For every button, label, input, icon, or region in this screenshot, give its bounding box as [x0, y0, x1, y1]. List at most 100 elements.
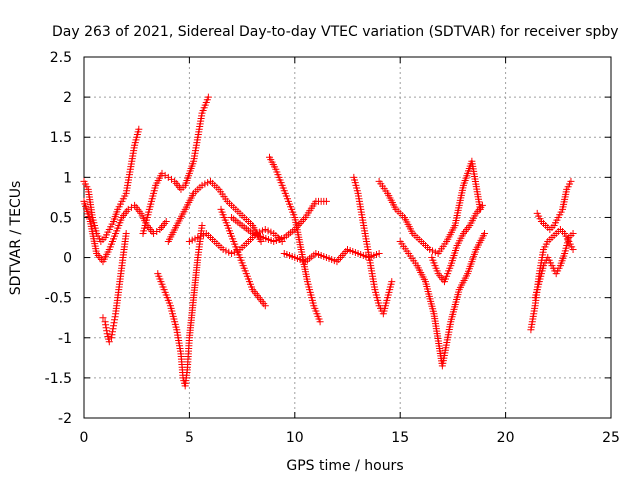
- chart-title: Day 263 of 2021, Sidereal Day-to-day VTE…: [52, 24, 619, 40]
- data-point: [99, 314, 107, 322]
- data-point-run: [234, 207, 246, 219]
- data-point-run: [230, 247, 241, 256]
- series-trace-f: [164, 177, 265, 246]
- y-tick-label: -0.5: [45, 291, 72, 307]
- x-tick-label: 20: [497, 430, 515, 446]
- data-point-run: [559, 188, 570, 211]
- data-point-run: [192, 183, 204, 195]
- data-point: [101, 318, 109, 326]
- data-point: [110, 322, 118, 330]
- data-point: [261, 302, 269, 310]
- data-point-run: [231, 240, 243, 259]
- data-point-run: [123, 168, 134, 195]
- data-point-run: [110, 313, 119, 327]
- data-point-run: [377, 304, 386, 315]
- data-point-run: [380, 296, 391, 315]
- data-point: [322, 197, 330, 205]
- y-tick-label: 2: [63, 90, 72, 106]
- data-point-run: [106, 232, 119, 251]
- data-point-run: [355, 192, 366, 219]
- data-point-run: [81, 180, 91, 191]
- data-point: [567, 177, 575, 185]
- data-point-run: [367, 251, 380, 261]
- data-point-run: [303, 200, 318, 219]
- series-trace-c: [99, 229, 130, 346]
- x-tick-label: 25: [602, 430, 620, 446]
- data-point-run: [303, 251, 318, 264]
- data-point: [135, 125, 143, 133]
- data-point: [569, 229, 577, 237]
- data-point-run: [161, 288, 173, 307]
- data-point-run: [473, 232, 487, 251]
- data-point: [107, 334, 115, 342]
- data-point-run: [536, 264, 547, 283]
- data-point-run: [541, 240, 550, 251]
- data-point-run: [556, 208, 565, 219]
- data-point-run: [535, 212, 544, 223]
- data-point-run: [394, 207, 406, 219]
- grid-lines: [83, 56, 612, 419]
- x-tick-label: 0: [80, 430, 89, 446]
- data-point-run: [367, 264, 378, 291]
- data-point-run: [230, 215, 244, 228]
- data-point: [198, 221, 206, 229]
- data-point: [257, 238, 265, 246]
- data-point-run: [238, 240, 250, 252]
- y-tick-label: 1.5: [50, 130, 72, 146]
- data-point-run: [414, 264, 428, 283]
- data-point-run: [456, 272, 470, 291]
- data-point-run: [422, 280, 437, 315]
- data-point-run: [527, 304, 539, 331]
- data-point-run: [402, 216, 416, 235]
- data-point: [569, 246, 577, 254]
- data-point-run: [197, 231, 207, 240]
- data-point-run: [557, 252, 568, 267]
- data-point-run: [282, 227, 297, 240]
- data-point-run: [107, 220, 116, 231]
- data-point-run: [190, 256, 202, 299]
- data-point-run: [359, 216, 370, 243]
- data-point-run: [182, 192, 196, 211]
- data-point-run: [201, 179, 212, 188]
- data-point-run: [436, 240, 449, 255]
- data-point-run: [293, 255, 307, 265]
- data-point-run: [243, 272, 256, 291]
- data-point-run: [272, 235, 286, 245]
- data-point-run: [267, 156, 279, 171]
- data-point-run: [311, 304, 323, 323]
- data-point-run: [335, 248, 350, 264]
- data-point-run: [351, 176, 361, 195]
- series-trace-o: [428, 201, 486, 286]
- data-point-run: [85, 188, 96, 219]
- data-point-run: [94, 232, 103, 243]
- series-trace-d: [139, 93, 212, 237]
- data-point-run: [461, 223, 472, 235]
- y-tick-label: 0.5: [50, 210, 72, 226]
- data-point-run: [298, 248, 311, 283]
- data-point-run: [273, 168, 285, 187]
- data-point-run: [251, 230, 265, 240]
- data-point-run: [286, 200, 298, 219]
- y-tick-label: -2: [58, 411, 72, 427]
- y-tick-label: 0: [63, 251, 72, 267]
- data-point-run: [87, 220, 100, 255]
- data-point-run: [436, 272, 447, 284]
- data-point-run: [467, 212, 479, 227]
- data-point-run: [182, 172, 193, 187]
- data-point-run: [256, 227, 266, 236]
- data-point-run: [209, 179, 221, 191]
- data-point-run: [242, 215, 255, 227]
- data-point-run: [264, 227, 275, 236]
- data-point-run: [545, 256, 555, 267]
- data-point-run: [262, 235, 275, 245]
- data-point-run: [429, 247, 439, 256]
- data-point-run: [532, 280, 543, 299]
- data-markers: [80, 93, 577, 390]
- x-tick-label: 10: [286, 430, 304, 446]
- data-point-run: [145, 223, 156, 235]
- data-point-run: [190, 136, 201, 163]
- series-trace-m: [375, 157, 484, 258]
- data-point-run: [429, 256, 441, 275]
- data-point-run: [315, 251, 328, 261]
- data-point: [388, 278, 396, 286]
